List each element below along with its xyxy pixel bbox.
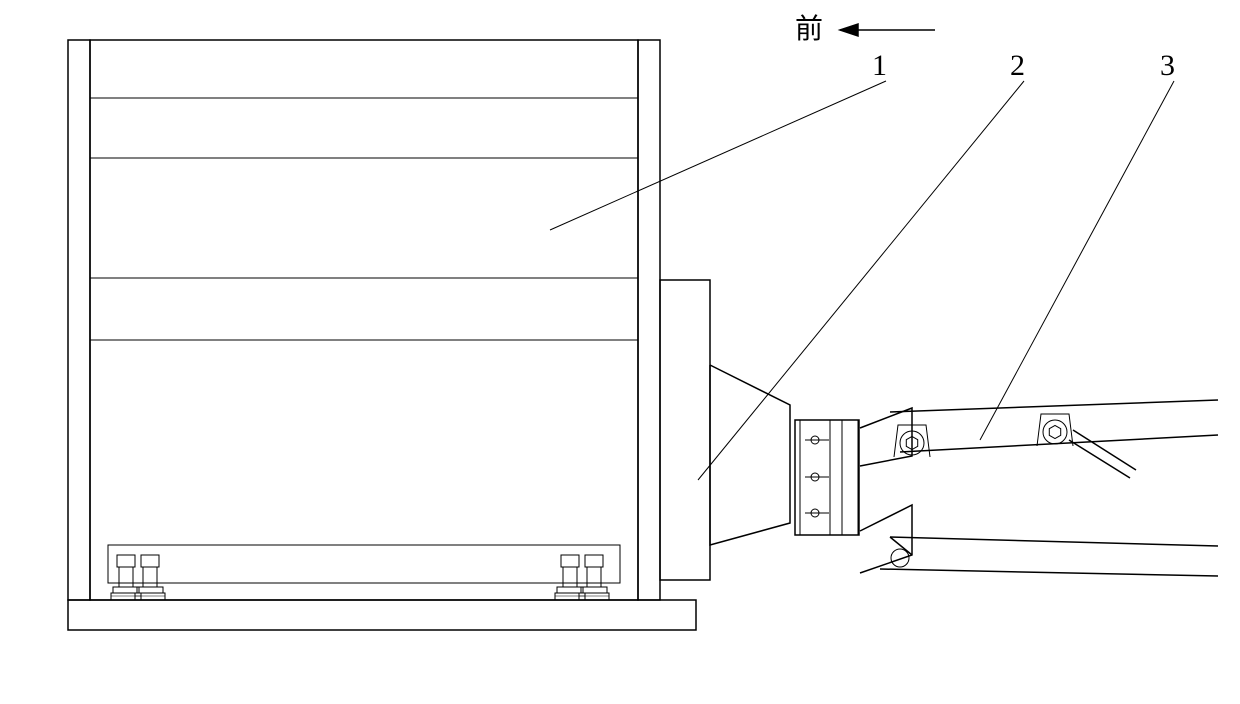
connector-assembly	[710, 365, 859, 545]
arm-linkage	[860, 400, 1218, 576]
direction-arrow: 前	[795, 13, 935, 45]
main-panel	[68, 40, 660, 600]
svg-text:3: 3	[1160, 49, 1175, 82]
svg-text:前: 前	[795, 13, 823, 45]
svg-text:2: 2	[1010, 49, 1025, 82]
technical-drawing-svg: 前 1 2 3	[0, 0, 1240, 704]
label-leaders: 1 2 3	[550, 49, 1186, 480]
svg-text:1: 1	[872, 49, 887, 82]
